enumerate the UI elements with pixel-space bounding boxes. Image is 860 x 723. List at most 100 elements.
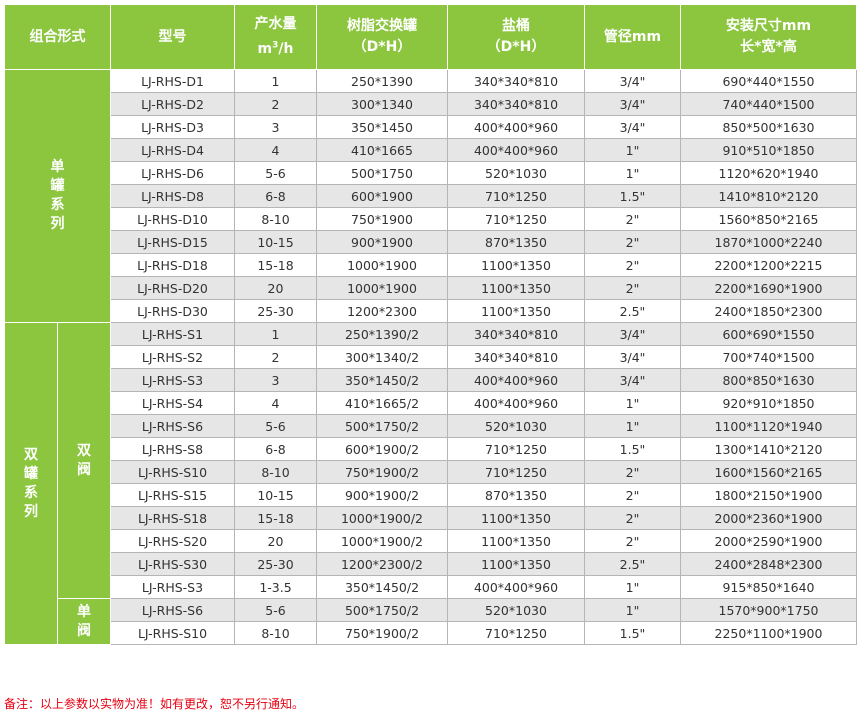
- cell-brine: 400*400*960: [447, 138, 585, 162]
- cell-resin: 1000*1900: [316, 253, 448, 277]
- cell-model: LJ-RHS-D4: [110, 138, 235, 162]
- cell-flow: 1: [234, 322, 317, 346]
- cell-pipe: 2": [584, 506, 681, 530]
- cell-size: 600*690*1550: [680, 322, 857, 346]
- cell-brine: 710*1250: [447, 460, 585, 484]
- cell-flow: 20: [234, 529, 317, 553]
- cell-flow: 5-6: [234, 414, 317, 438]
- header-brine-label: 盐桶: [502, 18, 530, 34]
- group-double-series: 双罐系列: [4, 322, 58, 645]
- table-row: LJ-RHS-S8 6-8 600*1900/2 710*1250 1.5" 1300*1…: [5, 437, 857, 461]
- header-model: 型号: [110, 4, 235, 70]
- cell-model: LJ-RHS-S18: [110, 506, 235, 530]
- table-row: LJ-RHS-D15 10-15 900*1900 870*1350 2" 1870*10…: [5, 230, 857, 254]
- cell-size: 1600*1560*2165: [680, 460, 857, 484]
- cell-pipe: 2": [584, 230, 681, 254]
- cell-flow: 5-6: [234, 161, 317, 185]
- table-row: LJ-RHS-D18 15-18 1000*1900 1100*1350 2" 2200*…: [5, 253, 857, 277]
- cell-pipe: 1": [584, 575, 681, 599]
- cell-resin: 1200*2300/2: [316, 552, 448, 576]
- table-row: LJ-RHS-D2 2 300*1340 340*340*810 3/4" 740*440…: [5, 92, 857, 116]
- cell-pipe: 2": [584, 529, 681, 553]
- cell-brine: 520*1030: [447, 414, 585, 438]
- cell-flow: 2: [234, 345, 317, 369]
- header-size: 安装尺寸mm 长*宽*高: [680, 4, 857, 70]
- cell-flow: 10-15: [234, 483, 317, 507]
- cell-model: LJ-RHS-D1: [110, 69, 235, 93]
- table-row: LJ-RHS-S10 8-10 750*1900/2 710*1250 2" 1600*1…: [5, 460, 857, 484]
- cell-model: LJ-RHS-S10: [110, 621, 235, 645]
- header-combo: 组合形式: [4, 4, 111, 70]
- cell-resin: 600*1900/2: [316, 437, 448, 461]
- cell-size: 1100*1120*1940: [680, 414, 857, 438]
- cell-resin: 500*1750/2: [316, 414, 448, 438]
- cell-size: 1870*1000*2240: [680, 230, 857, 254]
- cell-model: LJ-RHS-D6: [110, 161, 235, 185]
- cell-brine: 340*340*810: [447, 322, 585, 346]
- cell-size: 2250*1100*1900: [680, 621, 857, 645]
- cell-size: 1410*810*2120: [680, 184, 857, 208]
- cell-brine: 340*340*810: [447, 92, 585, 116]
- cell-brine: 520*1030: [447, 598, 585, 622]
- table-row: LJ-RHS-D10 8-10 750*1900 710*1250 2" 1560*850…: [5, 207, 857, 231]
- cell-size: 1570*900*1750: [680, 598, 857, 622]
- cell-size: 850*500*1630: [680, 115, 857, 139]
- group-double-valve: 双阀: [57, 322, 111, 599]
- cell-pipe: 1": [584, 391, 681, 415]
- cell-resin: 250*1390: [316, 69, 448, 93]
- cell-brine: 870*1350: [447, 230, 585, 254]
- cell-model: LJ-RHS-S15: [110, 483, 235, 507]
- table-row: LJ-RHS-D3 3 350*1450 400*400*960 3/4" 850*500…: [5, 115, 857, 139]
- cell-size: 2000*2590*1900: [680, 529, 857, 553]
- cell-size: 2200*1200*2215: [680, 253, 857, 277]
- cell-model: LJ-RHS-S3: [110, 575, 235, 599]
- header-size-label: 安装尺寸mm: [725, 18, 812, 34]
- header-brine: 盐桶 （D*H）: [447, 4, 585, 70]
- cell-model: LJ-RHS-D3: [110, 115, 235, 139]
- cell-resin: 900*1900: [316, 230, 448, 254]
- table-row: LJ-RHS-D8 6-8 600*1900 710*1250 1.5" 1410*810…: [5, 184, 857, 208]
- cell-pipe: 3/4": [584, 92, 681, 116]
- cell-size: 920*910*1850: [680, 391, 857, 415]
- group-single-valve: 单阀: [57, 598, 111, 645]
- table-body: 单罐系列 LJ-RHS-D1 1 250*1390 340*340*810 3/4" 690…: [4, 69, 857, 645]
- cell-brine: 1100*1350: [447, 506, 585, 530]
- header-brine-dim: （D*H）: [486, 39, 546, 55]
- cell-flow: 25-30: [234, 552, 317, 576]
- cell-resin: 410*1665/2: [316, 391, 448, 415]
- table-row: 双罐系列 双阀 LJ-RHS-S1 1 250*1390/2 340*340*810 3/4…: [4, 322, 857, 645]
- cell-resin: 1000*1900/2: [316, 506, 448, 530]
- cell-resin: 750*1900/2: [316, 460, 448, 484]
- cell-brine: 400*400*960: [447, 575, 585, 599]
- table-row: LJ-RHS-D6 5-6 500*1750 520*1030 1" 1120*620*1…: [5, 161, 857, 185]
- cell-model: LJ-RHS-S3: [110, 368, 235, 392]
- cell-pipe: 1.5": [584, 621, 681, 645]
- cell-model: LJ-RHS-D10: [110, 207, 235, 231]
- cell-resin: 1000*1900: [316, 276, 448, 300]
- cell-pipe: 1.5": [584, 437, 681, 461]
- header-resin-label: 树脂交换罐: [347, 18, 417, 34]
- cell-flow: 20: [234, 276, 317, 300]
- cell-pipe: 3/4": [584, 368, 681, 392]
- cell-brine: 340*340*810: [447, 69, 585, 93]
- cell-flow: 10-15: [234, 230, 317, 254]
- cell-size: 1120*620*1940: [680, 161, 857, 185]
- cell-flow: 2: [234, 92, 317, 116]
- cell-brine: 1100*1350: [447, 253, 585, 277]
- cell-model: LJ-RHS-S2: [110, 345, 235, 369]
- cell-flow: 8-10: [234, 621, 317, 645]
- table-row: 单阀 LJ-RHS-S6 5-6 500*1750/2 520*1030 1" 1570*9…: [5, 598, 857, 645]
- cell-flow: 8-10: [234, 207, 317, 231]
- cell-flow: 4: [234, 138, 317, 162]
- cell-brine: 710*1250: [447, 437, 585, 461]
- cell-size: 2400*2848*2300: [680, 552, 857, 576]
- cell-resin: 350*1450/2: [316, 575, 448, 599]
- cell-resin: 900*1900/2: [316, 483, 448, 507]
- cell-brine: 710*1250: [447, 184, 585, 208]
- table-row: LJ-RHS-S15 10-15 900*1900/2 870*1350 2" 1800*…: [5, 483, 857, 507]
- cell-model: LJ-RHS-S6: [110, 598, 235, 622]
- cell-model: LJ-RHS-S1: [110, 322, 235, 346]
- table-row: LJ-RHS-S4 4 410*1665/2 400*400*960 1" 920*910…: [5, 391, 857, 415]
- cell-resin: 500*1750: [316, 161, 448, 185]
- spec-table: 组合形式 型号 产水量 m3/h 树脂交换罐 （D*H） 盐桶 （D*H） 管径…: [4, 4, 857, 645]
